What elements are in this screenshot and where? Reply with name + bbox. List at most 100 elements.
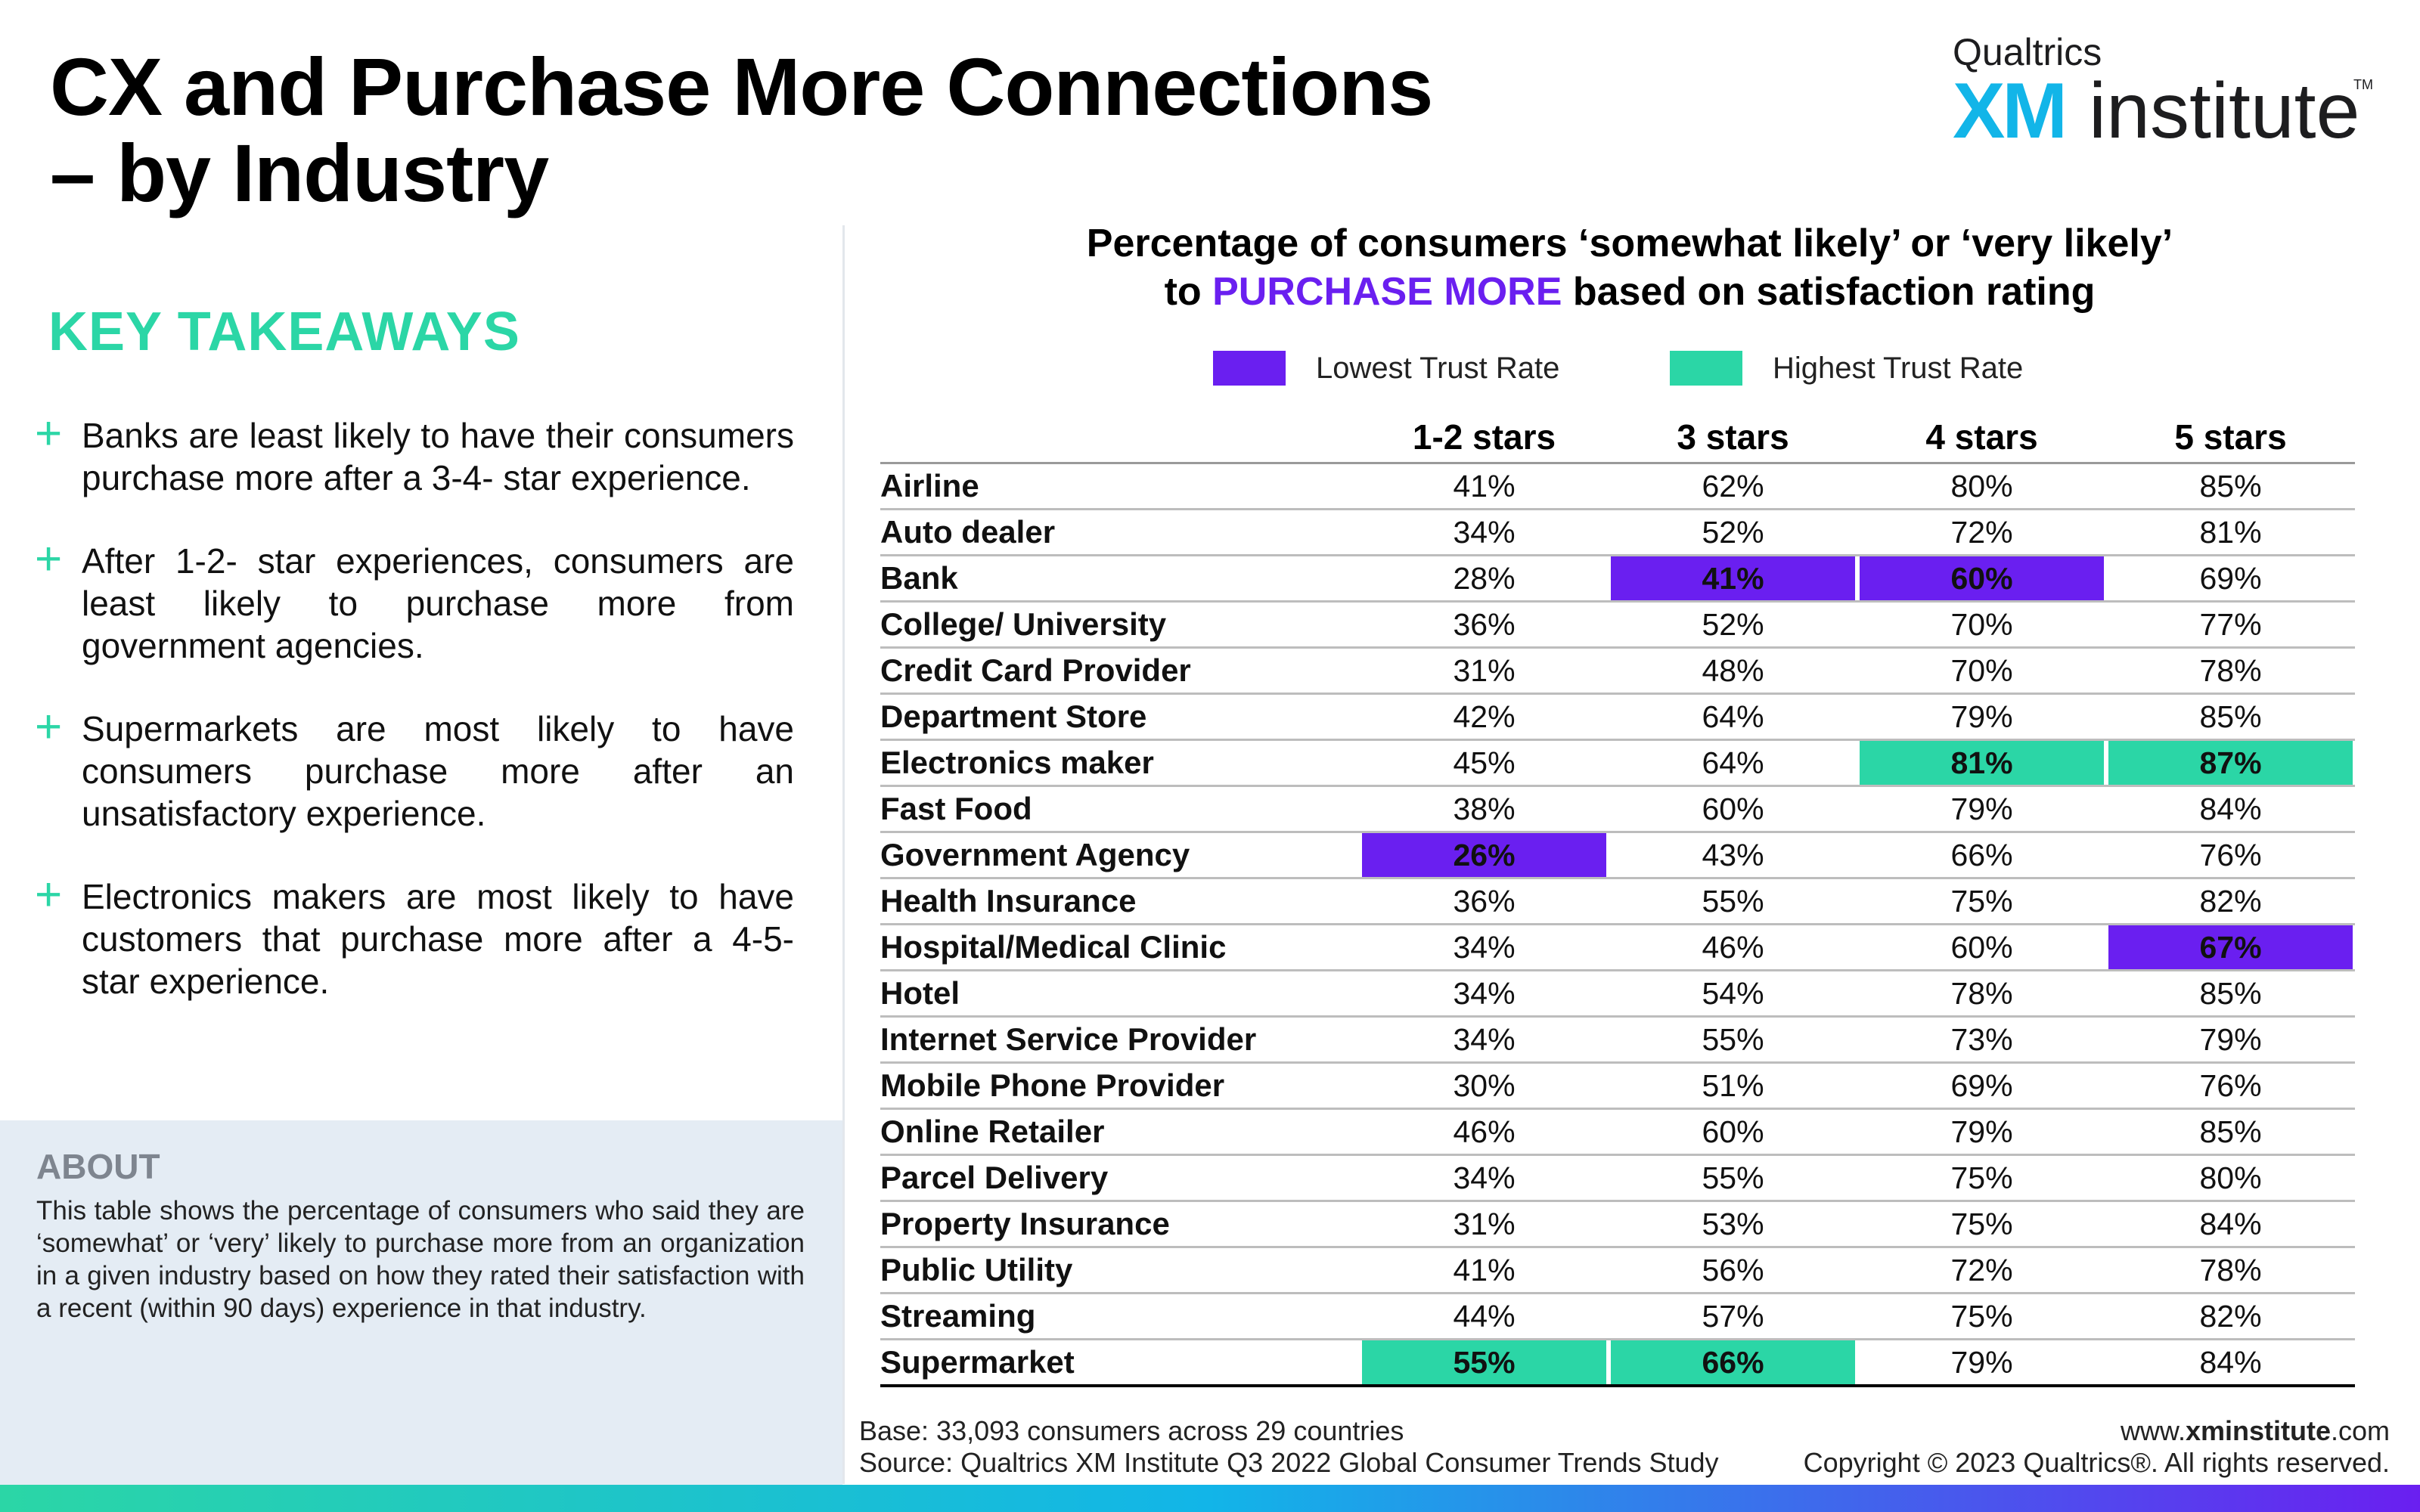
- value-cell: 34%: [1360, 924, 1609, 971]
- header-1-2-stars: 1-2 stars: [1360, 412, 1609, 464]
- value-cell: 31%: [1360, 1201, 1609, 1248]
- table-row: Streaming 44% 57% 75% 82%: [880, 1293, 2355, 1340]
- takeaway-item: + Electronics makers are most likely to …: [35, 869, 794, 1002]
- table-row: Internet Service Provider 34% 55% 73% 79%: [880, 1016, 2355, 1064]
- table-row: Fast Food 38% 60% 79% 84%: [880, 785, 2355, 833]
- value-cell: 76%: [2106, 832, 2355, 879]
- table-row: Electronics maker 45% 64% 81% 87%: [880, 739, 2355, 787]
- value-cell: 79%: [1857, 1108, 2106, 1156]
- table-body: Airline 41% 62% 80% 85% Auto dealer 34% 52% 72% 8…: [880, 463, 2355, 1387]
- plus-icon: +: [35, 701, 63, 753]
- footer-url[interactable]: www.xminstitute.com: [1804, 1415, 2390, 1447]
- takeaway-item: + Banks are least likely to have their c…: [35, 407, 794, 499]
- value-cell: 26%: [1360, 832, 1609, 879]
- page-title-line-1: CX and Purchase More Connections: [50, 41, 1433, 132]
- logo-trademark: TM: [2353, 77, 2373, 92]
- footer-copyright: Copyright © 2023 Qualtrics®. All rights …: [1803, 1447, 2390, 1478]
- value-cell: 64%: [1609, 693, 1857, 741]
- value-cell: 52%: [1609, 601, 1857, 649]
- value-cell: 60%: [1609, 1108, 1857, 1156]
- value-cell: 55%: [1360, 1339, 1609, 1387]
- value-cell: 66%: [1609, 1339, 1857, 1387]
- logo-institute-text: institute: [2089, 67, 2360, 155]
- value-cell: 43%: [1609, 832, 1857, 879]
- table-row: Health Insurance 36% 55% 75% 82%: [880, 878, 2355, 925]
- value-cell: 84%: [2106, 1201, 2355, 1248]
- value-cell: 60%: [1857, 555, 2106, 603]
- industry-label: Public Utility: [880, 1247, 1360, 1294]
- industry-label: Government Agency: [880, 832, 1360, 879]
- about-panel: ABOUT This table shows the percentage of…: [0, 1120, 842, 1485]
- value-cell: 69%: [1857, 1062, 2106, 1110]
- value-cell: 87%: [2106, 739, 2355, 787]
- industry-label: Mobile Phone Provider: [880, 1062, 1360, 1110]
- value-cell: 79%: [1857, 785, 2106, 833]
- value-cell: 82%: [2106, 1293, 2355, 1340]
- table-header-row: 1-2 stars 3 stars 4 stars 5 stars: [880, 412, 2355, 464]
- table-row: Public Utility 41% 56% 72% 78%: [880, 1247, 2355, 1294]
- value-cell: 55%: [1609, 1016, 1857, 1064]
- table-row: Supermarket 55% 66% 79% 84%: [880, 1339, 2355, 1387]
- page-title: CX and Purchase More Connections – by In…: [50, 44, 1525, 216]
- table-row: Auto dealer 34% 52% 72% 81%: [880, 509, 2355, 556]
- footer-url-pre: www.: [2120, 1415, 2186, 1446]
- value-cell: 79%: [2106, 1016, 2355, 1064]
- xm-institute-logo: Qualtrics XM institute TM: [1953, 30, 2376, 155]
- plus-icon: +: [35, 533, 63, 585]
- value-cell: 77%: [2106, 601, 2355, 649]
- industry-label: Streaming: [880, 1293, 1360, 1340]
- value-cell: 75%: [1857, 1201, 2106, 1248]
- value-cell: 56%: [1609, 1247, 1857, 1294]
- value-cell: 52%: [1609, 509, 1857, 556]
- legend-low-label: Lowest Trust Rate: [1316, 351, 1560, 385]
- page-title-line-2: – by Industry: [50, 127, 549, 218]
- industry-label: Fast Food: [880, 785, 1360, 833]
- value-cell: 66%: [1857, 832, 2106, 879]
- value-cell: 85%: [2106, 1108, 2355, 1156]
- industry-label: Electronics maker: [880, 739, 1360, 787]
- header-industry: [880, 412, 1360, 464]
- value-cell: 34%: [1360, 970, 1609, 1018]
- table-title-line-2: to PURCHASE MORE based on satisfaction r…: [870, 268, 2390, 316]
- plus-icon: +: [35, 869, 63, 921]
- header-3-stars: 3 stars: [1609, 412, 1857, 464]
- footer-base: Base: 33,093 consumers across 29 countri…: [859, 1415, 1404, 1446]
- value-cell: 79%: [1857, 1339, 2106, 1387]
- bottom-gradient-bar: [0, 1485, 2420, 1512]
- table-row: Government Agency 26% 43% 66% 76%: [880, 832, 2355, 879]
- table-row: College/ University 36% 52% 70% 77%: [880, 601, 2355, 649]
- takeaway-text: Electronics makers are most likely to ha…: [82, 877, 794, 1001]
- value-cell: 69%: [2106, 555, 2355, 603]
- value-cell: 45%: [1360, 739, 1609, 787]
- value-cell: 60%: [1609, 785, 1857, 833]
- value-cell: 36%: [1360, 878, 1609, 925]
- value-cell: 82%: [2106, 878, 2355, 925]
- value-cell: 55%: [1609, 1154, 1857, 1202]
- table-row: Department Store 42% 64% 79% 85%: [880, 693, 2355, 741]
- plus-icon: +: [35, 407, 63, 460]
- legend-high-swatch: [1670, 351, 1742, 386]
- value-cell: 62%: [1609, 463, 1857, 510]
- value-cell: 51%: [1609, 1062, 1857, 1110]
- key-takeaways-list: + Banks are least likely to have their c…: [35, 407, 794, 1043]
- value-cell: 28%: [1360, 555, 1609, 603]
- takeaway-item: + Supermarkets are most likely to have c…: [35, 701, 794, 835]
- value-cell: 41%: [1609, 555, 1857, 603]
- value-cell: 42%: [1360, 693, 1609, 741]
- value-cell: 46%: [1609, 924, 1857, 971]
- value-cell: 81%: [1857, 739, 2106, 787]
- purchase-more-table: 1-2 stars 3 stars 4 stars 5 stars Airlin…: [880, 412, 2355, 1387]
- table-row: Hotel 34% 54% 78% 85%: [880, 970, 2355, 1018]
- industry-label: Health Insurance: [880, 878, 1360, 925]
- key-takeaways-heading: KEY TAKEAWAYS: [48, 302, 520, 362]
- table-title-pre: to: [1164, 270, 1213, 314]
- header-4-stars: 4 stars: [1857, 412, 2106, 464]
- value-cell: 60%: [1857, 924, 2106, 971]
- table-row: Credit Card Provider 31% 48% 70% 78%: [880, 647, 2355, 695]
- value-cell: 53%: [1609, 1201, 1857, 1248]
- table-title-post: based on satisfaction rating: [1562, 270, 2096, 314]
- value-cell: 72%: [1857, 509, 2106, 556]
- value-cell: 84%: [2106, 1339, 2355, 1387]
- table-row: Parcel Delivery 34% 55% 75% 80%: [880, 1154, 2355, 1202]
- value-cell: 85%: [2106, 970, 2355, 1018]
